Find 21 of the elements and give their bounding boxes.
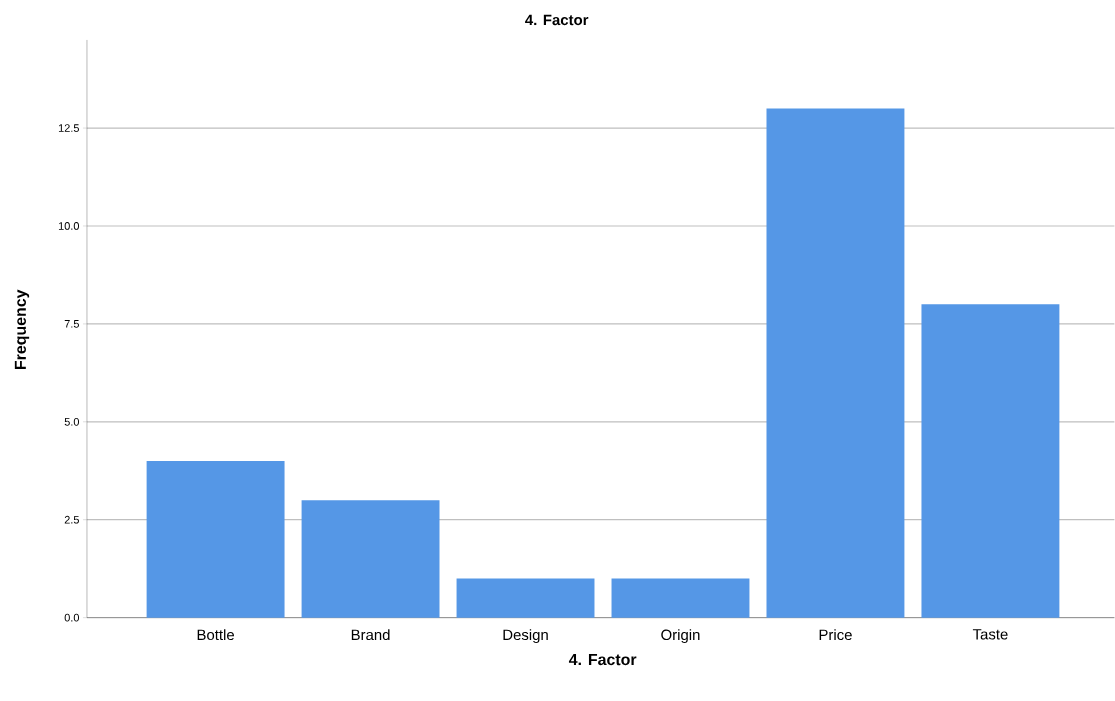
bar [766,108,905,618]
y-tick-label: 12.5 [58,124,79,133]
y-tick-label: 5.0 [64,418,79,426]
bar [921,304,1060,618]
x-tick-label: Price [819,629,852,641]
bar [611,578,750,618]
x-tick-label: Design [503,629,548,644]
x-tick-label: Taste [972,629,1008,640]
bar [146,461,285,618]
y-tick-label: 2.5 [64,516,79,524]
bar [301,500,440,618]
y-tick-label: 10.0 [58,222,79,231]
bar [456,578,595,618]
chart-title: 4. Factor [525,14,589,26]
x-tick-label: Bottle [197,629,235,641]
x-tick-label: Brand [351,629,390,641]
y-tick-label: 0.0 [64,613,79,622]
y-tick-label: 7.5 [64,320,79,328]
x-axis-title: 4. Factor [568,654,637,666]
x-tick-label: Origin [661,629,700,644]
y-axis-title: Frequency [14,289,30,370]
